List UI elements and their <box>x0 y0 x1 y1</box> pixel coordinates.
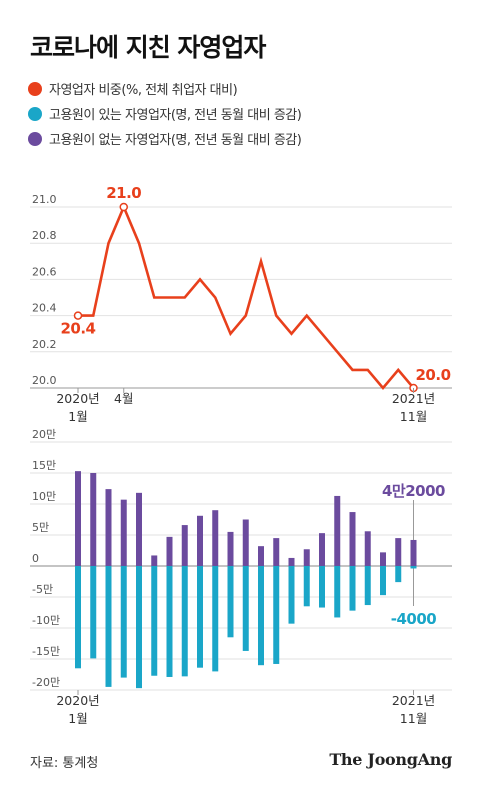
bar-y-tick: -15만 <box>32 645 60 658</box>
bar-without-employees <box>303 549 310 566</box>
bar-without-employees <box>75 471 81 566</box>
line-y-tick: 20.0 <box>32 374 57 387</box>
bar-with-employees <box>166 566 173 677</box>
line-y-tick: 21.0 <box>32 193 57 206</box>
bar-with-employees <box>75 566 81 669</box>
bar-with-employees <box>120 566 127 678</box>
bar-with-employees <box>90 566 97 659</box>
legend-item-with-employees: 고용원이 있는 자영업자(명, 전년 동월 대비 증감) <box>28 101 302 126</box>
bar-without-employees <box>395 538 402 566</box>
line-x-label: 2021년 <box>392 391 435 406</box>
line-marker <box>119 202 128 212</box>
line-x-label: 4월 <box>114 391 133 406</box>
legend-label-share: 자영업자 비중(%, 전체 취업자 대비) <box>49 83 238 98</box>
legend-label-without-employees: 고용원이 없는 자영업자(명, 전년 동월 대비 증감) <box>49 133 302 148</box>
bar-with-employees <box>151 566 158 676</box>
legend-label-with-employees: 고용원이 있는 자영업자(명, 전년 동월 대비 증감) <box>49 108 302 123</box>
bar-with-employees <box>105 566 112 687</box>
bar-with-employees <box>227 566 234 638</box>
bar-y-tick: 20만 <box>32 428 56 441</box>
bar-with-employees <box>364 566 371 606</box>
bar-with-employees <box>212 566 219 672</box>
bar-with-employees <box>181 566 188 677</box>
legend-dot-red <box>28 81 42 96</box>
line-x-label: 11월 <box>400 409 427 424</box>
bar-without-employees <box>120 499 127 566</box>
bar-with-employees <box>410 566 417 569</box>
bar-y-tick: 15만 <box>32 459 56 472</box>
legend-dot-purple <box>28 131 42 146</box>
line-y-tick: 20.2 <box>32 338 57 351</box>
bar-without-employees <box>212 510 219 566</box>
bar-without-employees <box>349 512 356 566</box>
bar-without-employees <box>242 519 249 566</box>
line-x-label: 2020년 <box>56 391 99 406</box>
bar-without-employees <box>90 473 97 566</box>
bar-without-employees <box>197 515 203 566</box>
source-note: 자료: 통계청 <box>30 756 99 771</box>
bar-y-tick: -20만 <box>32 676 60 689</box>
bar-with-employees <box>349 566 356 611</box>
bar-with-employees <box>136 566 142 689</box>
bar-data-label: -4000 <box>391 610 437 628</box>
bar-y-tick: -5만 <box>32 583 53 596</box>
bar-with-employees <box>395 566 402 583</box>
bar-without-employees <box>258 546 264 566</box>
brand-logo: The JoongAng <box>329 750 452 769</box>
bar-with-employees <box>273 566 280 664</box>
bar-with-employees <box>303 566 310 607</box>
bar-y-tick: 10만 <box>32 490 56 503</box>
bar-without-employees <box>105 489 112 566</box>
bar-without-employees <box>136 492 142 566</box>
bar-with-employees <box>258 566 264 666</box>
bar-y-tick: 5만 <box>32 521 49 534</box>
bar-without-employees <box>166 536 173 566</box>
legend-item-without-employees: 고용원이 없는 자영업자(명, 전년 동월 대비 증감) <box>28 126 302 151</box>
legend-item-share: 자영업자 비중(%, 전체 취업자 대비) <box>28 76 301 101</box>
legend-dot-blue <box>28 106 42 121</box>
bar-with-employees <box>319 566 325 608</box>
line-y-tick: 20.6 <box>32 265 57 278</box>
legend: 자영업자 비중(%, 전체 취업자 대비) 고용원이 있는 자영업자(명, 전년… <box>28 76 302 151</box>
bar-without-employees <box>364 531 371 566</box>
line-x-label: 1월 <box>68 409 87 424</box>
bar-without-employees <box>273 538 280 566</box>
bar-without-employees <box>227 531 234 566</box>
line-data-label: 20.0 <box>416 366 451 384</box>
line-y-tick: 20.4 <box>32 302 57 315</box>
line-marker <box>73 311 83 320</box>
bar-without-employees <box>410 539 417 566</box>
chart-title: 코로나에 지친 자영업자 <box>30 33 266 62</box>
bar-y-tick: -10만 <box>32 614 60 627</box>
line-data-label: 21.0 <box>106 184 141 202</box>
bar-without-employees <box>288 557 295 566</box>
line-data-label: 20.4 <box>60 320 95 338</box>
bar-without-employees <box>181 525 188 566</box>
bar-with-employees <box>380 566 386 596</box>
bar-data-label: 4만2000 <box>382 482 445 500</box>
bar-with-employees <box>242 566 249 651</box>
line-series-share <box>78 203 415 391</box>
bar-without-employees <box>334 495 341 566</box>
bar-with-employees <box>334 566 341 618</box>
bar-x-label: 11월 <box>400 711 427 726</box>
bar-y-tick: 0 <box>32 552 39 565</box>
bar-without-employees <box>380 552 386 566</box>
bar-with-employees <box>197 566 203 668</box>
bar-x-label: 2021년 <box>392 693 435 708</box>
bar-without-employees <box>319 533 325 566</box>
bar-x-label: 2020년 <box>56 693 99 708</box>
bar-with-employees <box>288 566 295 624</box>
line-y-tick: 20.8 <box>32 229 57 242</box>
bar-x-label: 1월 <box>68 711 87 726</box>
bar-without-employees <box>151 555 158 566</box>
